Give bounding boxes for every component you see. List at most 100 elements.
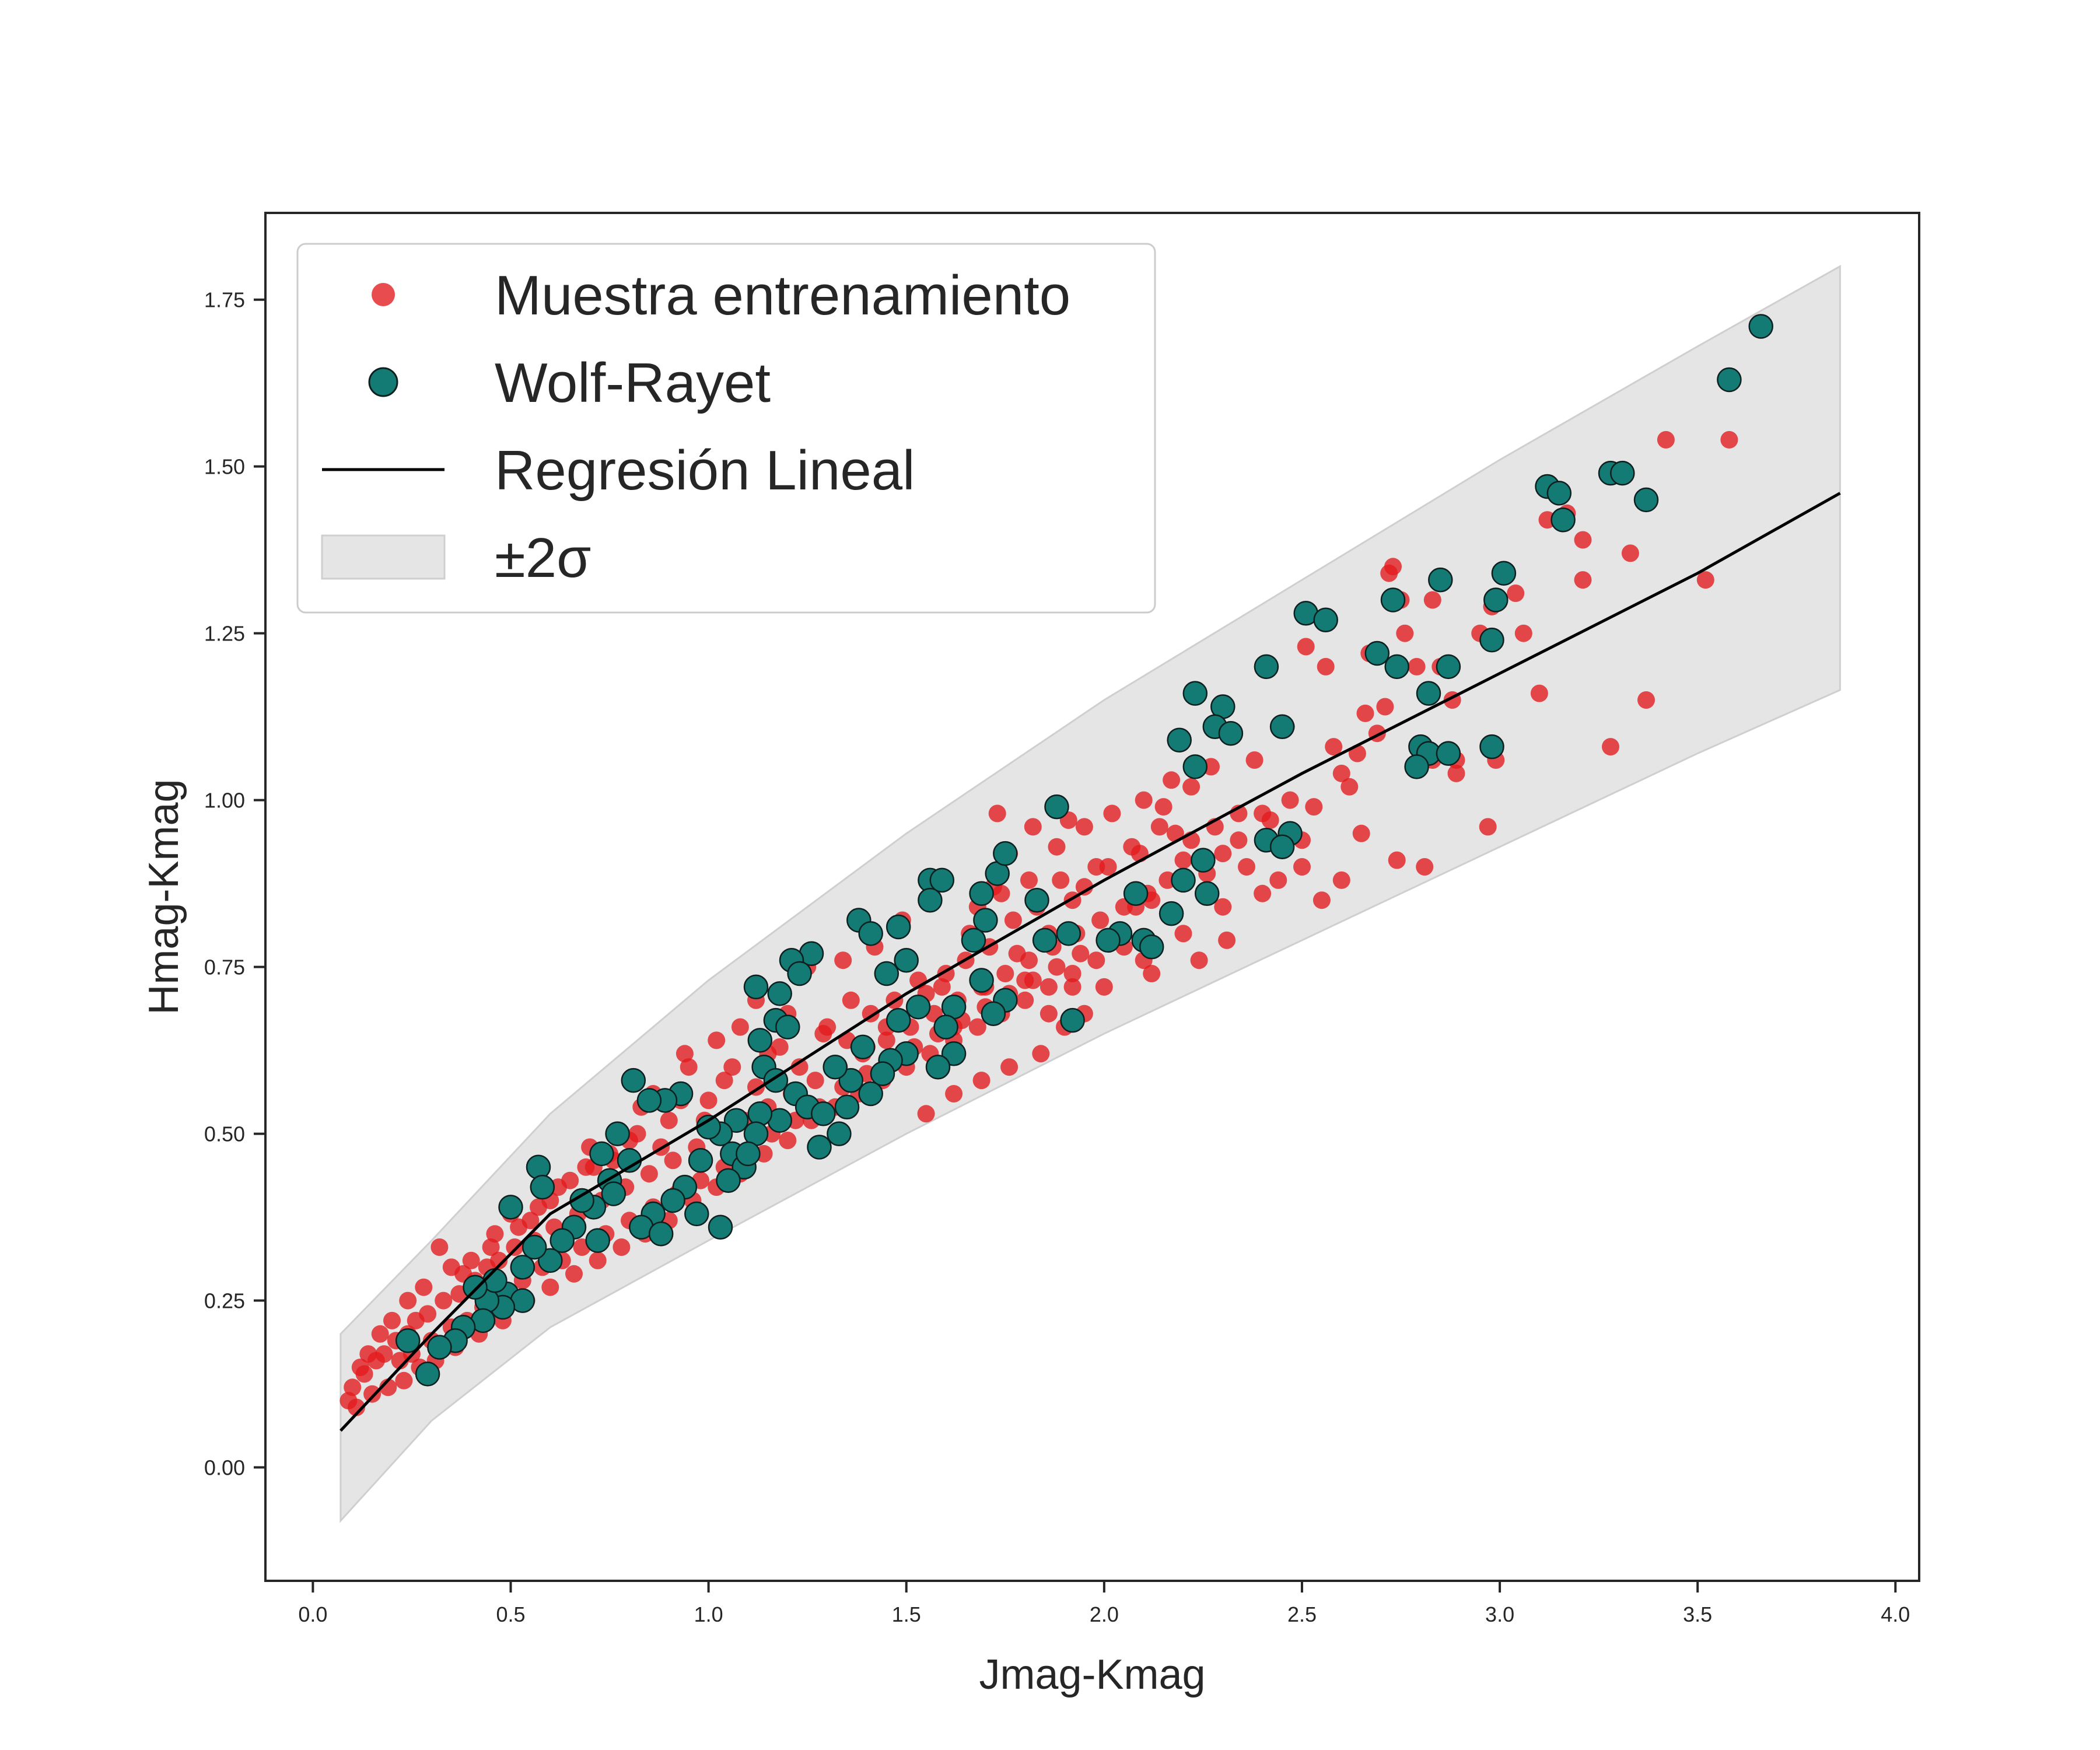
training-point (1052, 871, 1070, 889)
training-point (814, 1025, 832, 1042)
x-axis-ticks: 0.0 0.5 1.0 1.5 2.0 2.5 3.0 3.5 4.0 (298, 1581, 1910, 1626)
training-point (664, 1152, 682, 1170)
wolf-rayet-point (969, 968, 994, 993)
training-point (589, 1251, 607, 1269)
training-point (1091, 911, 1110, 929)
training-point (1000, 1058, 1019, 1076)
wolf-rayet-point (463, 1275, 488, 1300)
training-point (1245, 751, 1264, 769)
wolf-rayet-point (925, 1054, 951, 1080)
training-point (1048, 838, 1066, 856)
training-point (1388, 851, 1406, 869)
wolf-rayet-point (981, 1001, 1006, 1026)
plot-frame (264, 212, 1920, 1582)
training-point (1325, 738, 1343, 756)
wolf-rayet-point (621, 1068, 646, 1093)
training-point (1447, 764, 1465, 782)
training-point (530, 1198, 547, 1216)
training-point (419, 1305, 437, 1323)
wolf-rayet-point (589, 1141, 614, 1167)
training-point (1696, 571, 1714, 589)
training-point (699, 1091, 718, 1110)
legend-label: Wolf-Rayet (495, 352, 771, 414)
training-point (541, 1278, 559, 1296)
wolf-rayet-point (723, 1108, 749, 1133)
legend-label: ±2σ (495, 527, 591, 589)
training-point (1214, 845, 1232, 863)
training-point (1024, 818, 1042, 836)
training-point (435, 1292, 453, 1310)
wolf-rayet-point (1096, 928, 1121, 953)
legend-band-swatch (321, 534, 446, 580)
wolf-rayet-point (767, 981, 792, 1006)
wolf-rayet-point (973, 908, 998, 933)
training-point (1174, 925, 1192, 943)
training-point (1332, 764, 1350, 782)
wolf-rayet-point (747, 1101, 773, 1126)
wolf-rayet-point (510, 1255, 536, 1280)
wolf-rayet-point (427, 1335, 452, 1360)
training-point (399, 1292, 417, 1310)
training-point (1238, 858, 1255, 876)
training-point (1530, 684, 1548, 702)
wolf-rayet-point (858, 921, 883, 946)
training-point (1416, 858, 1434, 876)
training-point (486, 1225, 504, 1243)
training-point (1048, 958, 1066, 976)
y-tick-label: 1.25 (204, 622, 245, 646)
wolf-rayet-point (636, 1088, 662, 1113)
training-point (1095, 978, 1113, 996)
training-point (834, 951, 852, 970)
training-point (1154, 798, 1172, 816)
training-point (1269, 871, 1287, 889)
x-tick-label: 1.0 (694, 1602, 723, 1626)
wolf-rayet-point (933, 1014, 958, 1040)
training-point (355, 1365, 373, 1383)
wolf-rayet-point (1436, 741, 1461, 766)
training-point (1281, 791, 1299, 809)
training-point (723, 1058, 741, 1076)
training-point (1574, 531, 1592, 549)
wolf-rayet-point (1610, 460, 1635, 486)
wolf-rayet-point (1428, 567, 1453, 593)
wolf-rayet-point (1633, 487, 1659, 513)
training-point (462, 1251, 480, 1269)
wolf-rayet-point (1380, 587, 1406, 612)
sigma-band-layer (340, 264, 1841, 1523)
wolf-rayet-point (1191, 848, 1216, 873)
wolf-rayet-point (874, 961, 900, 986)
x-tick-label: 1.5 (892, 1602, 921, 1626)
wolf-rayet-point (961, 928, 986, 953)
training-point (490, 1251, 508, 1269)
wolf-rayet-point (834, 1094, 860, 1120)
wolf-rayet-point (1436, 654, 1461, 680)
wolf-rayet-point (1254, 654, 1279, 680)
x-tick-label: 2.0 (1090, 1602, 1119, 1626)
wolf-rayet-point (1032, 928, 1058, 953)
training-point (482, 1238, 500, 1256)
wolf-rayet-point (1550, 507, 1576, 533)
training-point (1479, 818, 1497, 836)
wolf-rayet-point (1416, 681, 1441, 706)
training-point (1254, 884, 1272, 902)
training-point (660, 1111, 678, 1129)
training-point (731, 1018, 749, 1036)
training-point (968, 1018, 986, 1036)
wolf-rayet-point (1717, 367, 1742, 393)
training-point (1174, 851, 1192, 869)
training-point (996, 965, 1014, 982)
wolf-rayet-point (918, 887, 943, 913)
training-point (1072, 944, 1090, 963)
wolf-rayet-point (1171, 867, 1196, 893)
training-point (363, 1385, 382, 1403)
training-point (1293, 858, 1311, 876)
wolf-rayet-point (1546, 481, 1572, 506)
x-tick-label: 0.0 (298, 1602, 327, 1626)
training-point (779, 1132, 797, 1149)
wolf-rayet-point (716, 1168, 741, 1193)
wolf-rayet-point (498, 1195, 523, 1220)
training-point (1637, 691, 1655, 709)
wolf-rayet-point (660, 1188, 685, 1213)
wolf-rayet-point (969, 881, 994, 907)
